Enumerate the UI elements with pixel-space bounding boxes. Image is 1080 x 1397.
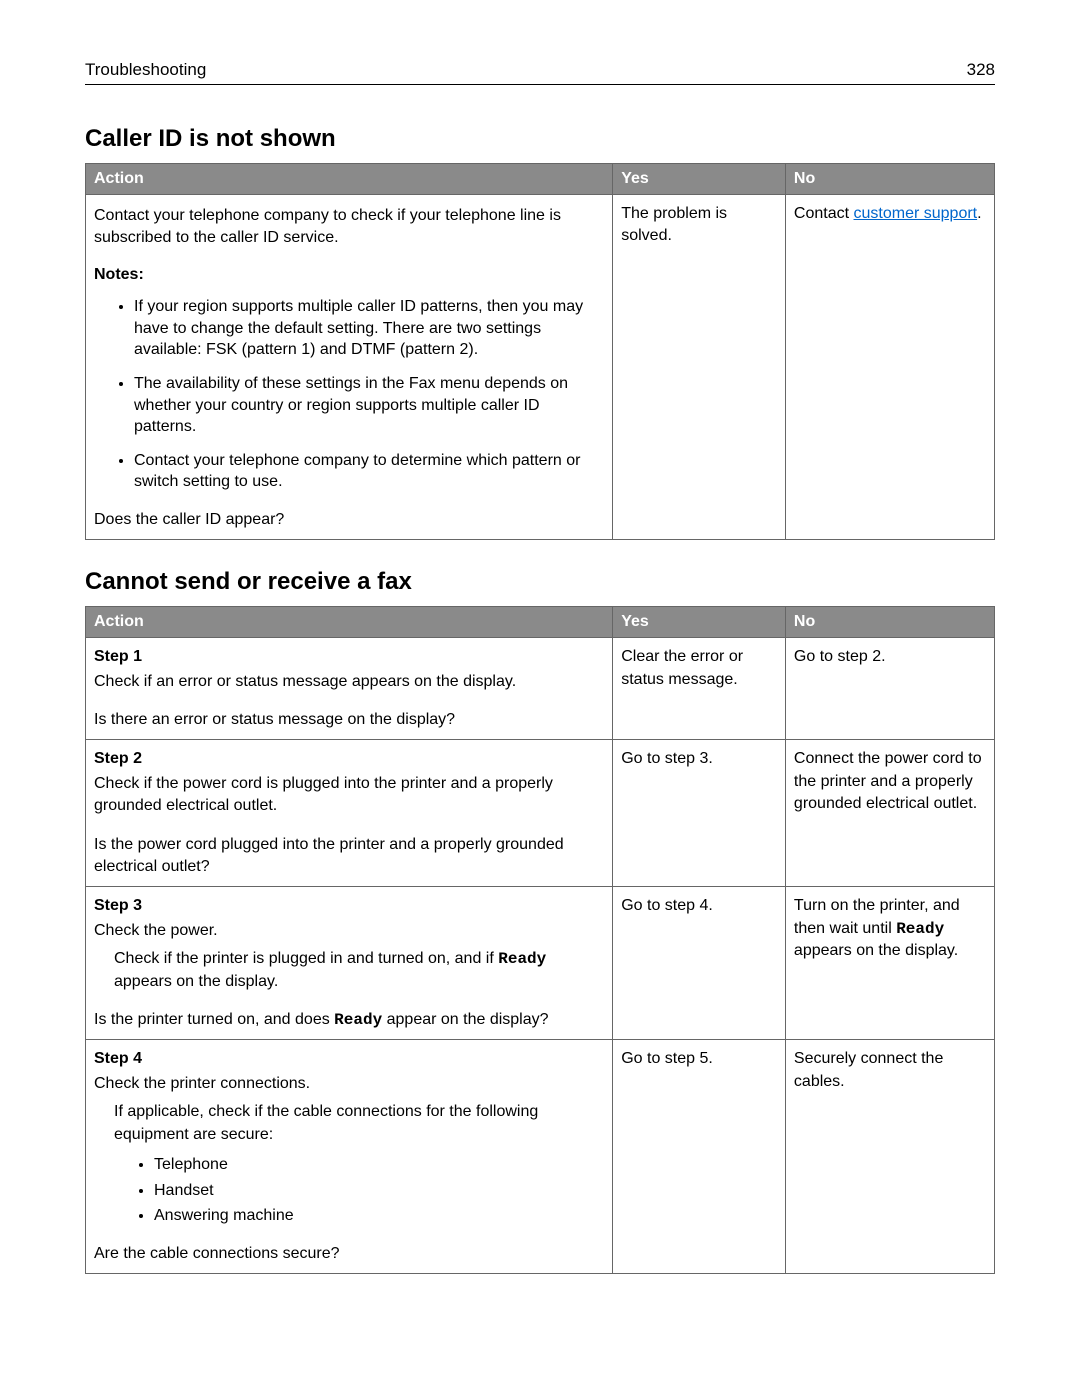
cell-no: Go to step 2. — [785, 638, 994, 740]
list-item: Answering machine — [154, 1205, 604, 1227]
list-item: If your region supports multiple caller … — [134, 296, 604, 361]
mono-text: Ready — [334, 1011, 382, 1029]
page-header: Troubleshooting 328 — [85, 60, 995, 85]
section-name: Troubleshooting — [85, 60, 206, 80]
cell-no: Securely connect the cables. — [785, 1040, 994, 1274]
notes-list: If your region supports multiple caller … — [94, 296, 604, 493]
step-body: Check if an error or status message appe… — [94, 671, 604, 693]
cell-action: Step 2 Check if the power cord is plugge… — [86, 740, 613, 887]
table-row: Step 2 Check if the power cord is plugge… — [86, 740, 995, 887]
cell-action: Contact your telephone company to check … — [86, 195, 613, 540]
question-text: Is the printer turned on, and does Ready… — [94, 1009, 604, 1031]
table-caller-id: Action Yes No Contact your telephone com… — [85, 163, 995, 540]
table-header-row: Action Yes No — [86, 164, 995, 195]
no-prefix: Contact — [794, 205, 854, 222]
col-no: No — [785, 164, 994, 195]
table-fax: Action Yes No Step 1 Check if an error o… — [85, 606, 995, 1274]
cell-action: Step 3 Check the power. Check if the pri… — [86, 887, 613, 1040]
cell-yes: Go to step 3. — [613, 740, 786, 887]
section-title-caller-id: Caller ID is not shown — [85, 125, 995, 153]
table-row: Contact your telephone company to check … — [86, 195, 995, 540]
cell-no: Connect the power cord to the printer an… — [785, 740, 994, 887]
cell-no: Contact customer support. — [785, 195, 994, 540]
step-label: Step 2 — [94, 750, 142, 767]
section-title-fax: Cannot send or receive a fax — [85, 568, 995, 596]
step-body: Check the printer connections. — [94, 1073, 604, 1095]
cell-yes: Go to step 4. — [613, 887, 786, 1040]
step-label: Step 4 — [94, 1050, 142, 1067]
customer-support-link[interactable]: customer support — [854, 205, 978, 222]
question-text: Are the cable connections secure? — [94, 1243, 604, 1265]
list-item: Contact your telephone company to determ… — [134, 450, 604, 493]
table-row: Step 4 Check the printer connections. If… — [86, 1040, 995, 1274]
col-no: No — [785, 607, 994, 638]
table-header-row: Action Yes No — [86, 607, 995, 638]
question-text: Is there an error or status message on t… — [94, 709, 604, 731]
question-text: Does the caller ID appear? — [94, 509, 604, 531]
question-text: Is the power cord plugged into the print… — [94, 834, 604, 879]
step-sub: If applicable, check if the cable connec… — [94, 1101, 604, 1146]
notes-label: Notes: — [94, 264, 604, 286]
col-action: Action — [86, 164, 613, 195]
step-body: Check the power. — [94, 920, 604, 942]
col-yes: Yes — [613, 607, 786, 638]
list-item: The availability of these settings in th… — [134, 373, 604, 438]
cell-yes: Go to step 5. — [613, 1040, 786, 1274]
cell-no: Turn on the printer, and then wait until… — [785, 887, 994, 1040]
list-item: Telephone — [154, 1154, 604, 1176]
mono-text: Ready — [498, 950, 546, 968]
no-suffix: . — [977, 205, 981, 222]
list-item: Handset — [154, 1180, 604, 1202]
table-row: Step 1 Check if an error or status messa… — [86, 638, 995, 740]
cell-action: Step 4 Check the printer connections. If… — [86, 1040, 613, 1274]
page-number: 328 — [967, 60, 995, 80]
col-yes: Yes — [613, 164, 786, 195]
equipment-list: Telephone Handset Answering machine — [94, 1154, 604, 1227]
cell-action: Step 1 Check if an error or status messa… — [86, 638, 613, 740]
mono-text: Ready — [896, 920, 944, 938]
cell-yes: Clear the error or status message. — [613, 638, 786, 740]
col-action: Action — [86, 607, 613, 638]
table-row: Step 3 Check the power. Check if the pri… — [86, 887, 995, 1040]
action-text: Contact your telephone company to check … — [94, 205, 604, 250]
step-body: Check if the power cord is plugged into … — [94, 773, 604, 818]
cell-yes: The problem is solved. — [613, 195, 786, 540]
step-label: Step 3 — [94, 897, 142, 914]
step-label: Step 1 — [94, 648, 142, 665]
step-sub: Check if the printer is plugged in and t… — [94, 948, 604, 993]
